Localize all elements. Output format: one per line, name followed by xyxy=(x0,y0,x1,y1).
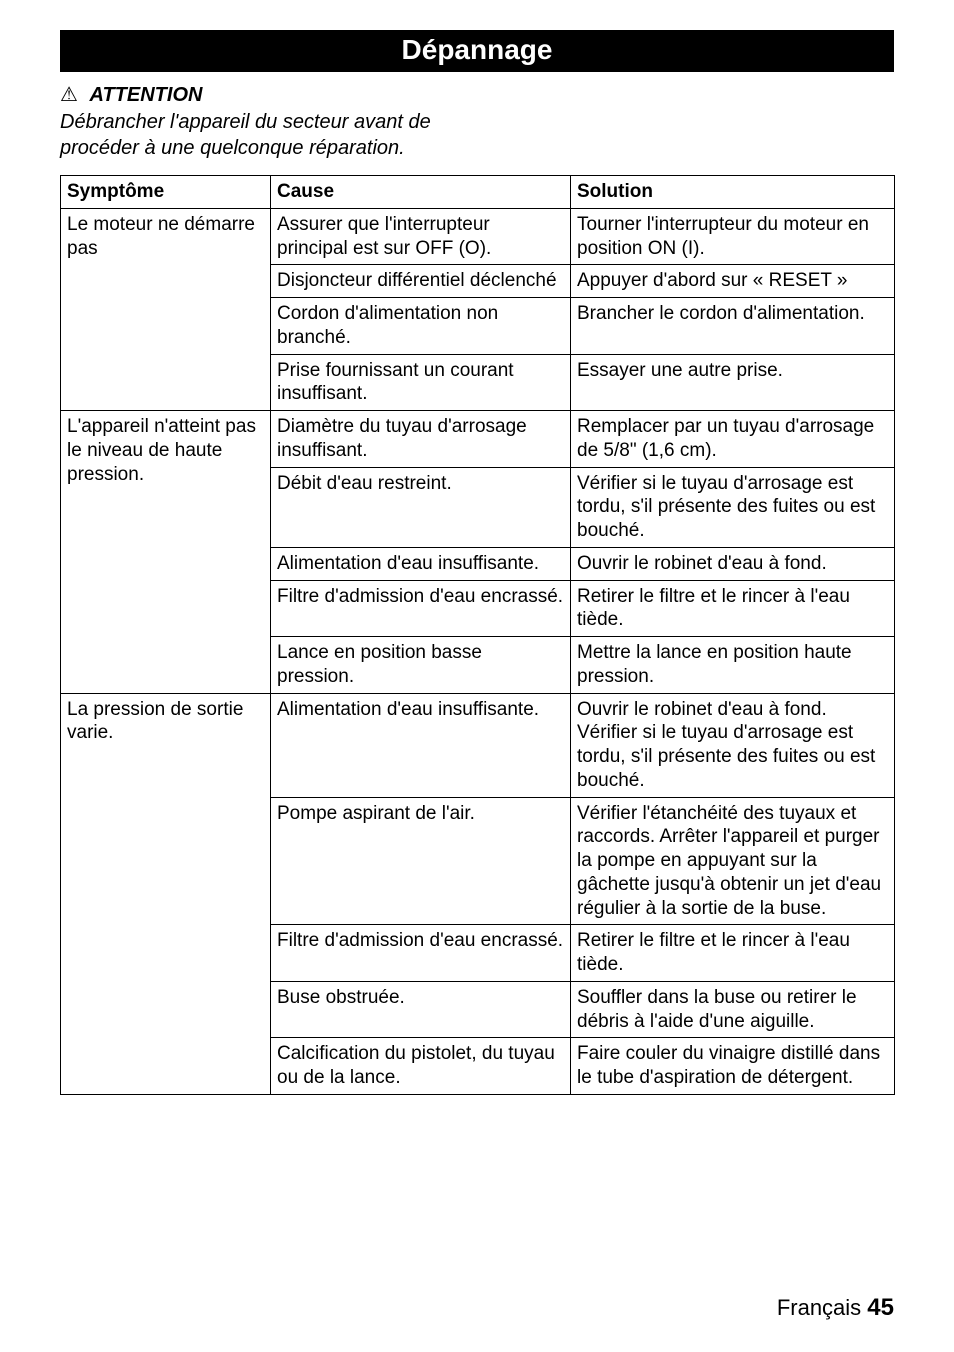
cell-cause: Filtre d'admission d'eau encrassé. xyxy=(271,925,571,982)
table-header-row: Symptôme Cause Solution xyxy=(61,176,895,209)
cell-cause: Disjoncteur différentiel déclenché xyxy=(271,265,571,298)
cell-solution: Vérifier si le tuyau d'arrosage est tord… xyxy=(571,467,895,547)
cell-solution: Tourner l'interrupteur du moteur en posi… xyxy=(571,208,895,265)
cell-solution: Ouvrir le robinet d'eau à fond. xyxy=(571,547,895,580)
cell-solution: Souffler dans la buse ou retirer le débr… xyxy=(571,981,895,1038)
cell-cause: Filtre d'admission d'eau encrassé. xyxy=(271,580,571,637)
cell-cause: Lance en position basse pression. xyxy=(271,637,571,694)
footer-language: Français xyxy=(777,1295,861,1320)
warning-icon: ⚠ xyxy=(60,84,78,106)
cell-cause: Alimentation d'eau insuffisante. xyxy=(271,693,571,797)
attention-label: ATTENTION xyxy=(90,84,203,106)
cell-solution: Vérifier l'étanchéité des tuyaux et racc… xyxy=(571,797,895,925)
cell-solution: Appuyer d'abord sur « RESET » xyxy=(571,265,895,298)
page-footer: Français 45 xyxy=(777,1294,894,1322)
header-cause: Cause xyxy=(271,176,571,209)
cell-solution: Faire couler du vinaigre distillé dans l… xyxy=(571,1038,895,1095)
cell-cause: Calcification du pistolet, du tuyau ou d… xyxy=(271,1038,571,1095)
troubleshooting-table: Symptôme Cause Solution Le moteur ne dém… xyxy=(60,175,895,1095)
cell-symptom: Le moteur ne démarre pas xyxy=(61,208,271,410)
cell-cause: Diamètre du tuyau d'arrosage insuffisant… xyxy=(271,411,571,468)
header-solution: Solution xyxy=(571,176,895,209)
attention-heading: ⚠ ATTENTION xyxy=(60,82,894,107)
cell-solution: Retirer le filtre et le rincer à l'eau t… xyxy=(571,925,895,982)
cell-symptom: L'appareil n'atteint pas le niveau de ha… xyxy=(61,411,271,694)
cell-solution: Essayer une autre prise. xyxy=(571,354,895,411)
footer-page-number: 45 xyxy=(867,1294,894,1321)
cell-cause: Débit d'eau restreint. xyxy=(271,467,571,547)
cell-cause: Pompe aspirant de l'air. xyxy=(271,797,571,925)
cell-cause: Buse obstruée. xyxy=(271,981,571,1038)
cell-solution: Ouvrir le robinet d'eau à fond. Vérifier… xyxy=(571,693,895,797)
cell-cause: Prise fournissant un courant insuffisant… xyxy=(271,354,571,411)
cell-solution: Remplacer par un tuyau d'arrosage de 5/8… xyxy=(571,411,895,468)
cell-symptom: La pression de sortie varie. xyxy=(61,693,271,1094)
cell-solution: Mettre la lance en position haute pressi… xyxy=(571,637,895,694)
table-row: La pression de sortie varie.Alimentation… xyxy=(61,693,895,797)
table-row: L'appareil n'atteint pas le niveau de ha… xyxy=(61,411,895,468)
table-row: Le moteur ne démarre pasAssurer que l'in… xyxy=(61,208,895,265)
cell-cause: Alimentation d'eau insuffisante. xyxy=(271,547,571,580)
cell-solution: Brancher le cordon d'alimentation. xyxy=(571,298,895,355)
cell-cause: Cordon d'alimentation non branché. xyxy=(271,298,571,355)
header-symptom: Symptôme xyxy=(61,176,271,209)
section-title: Dépannage xyxy=(60,30,894,72)
cell-solution: Retirer le filtre et le rincer à l'eau t… xyxy=(571,580,895,637)
attention-text: Débrancher l'appareil du secteur avant d… xyxy=(60,109,460,161)
cell-cause: Assurer que l'interrupteur principal est… xyxy=(271,208,571,265)
